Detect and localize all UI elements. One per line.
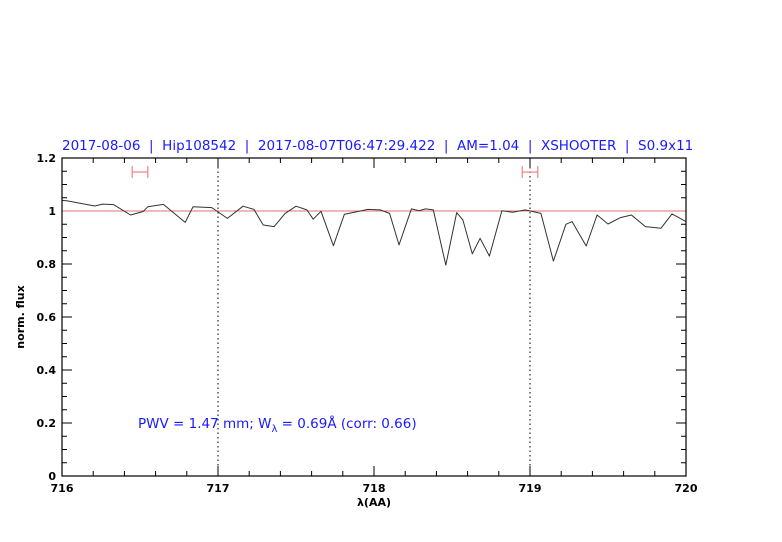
- y-tick-label: 0.6: [37, 311, 57, 324]
- y-tick-label: 0.8: [37, 258, 57, 271]
- y-tick-label: 0.2: [37, 417, 57, 430]
- range-marker: [131, 166, 149, 179]
- y-axis-label: norm. flux: [14, 285, 27, 348]
- chart-title: 2017-08-06 | Hip108542 | 2017-08-07T06:4…: [62, 138, 693, 154]
- y-tick-label: 1.2: [37, 152, 57, 165]
- x-tick-label: 718: [363, 482, 386, 495]
- x-tick-label: 720: [675, 482, 698, 495]
- annotation-subscript: λ: [271, 424, 277, 435]
- range-marker: [521, 166, 539, 179]
- x-tick-label: 717: [207, 482, 230, 495]
- annotation-main: PWV = 1.47 mm; W: [138, 416, 271, 432]
- y-tick-label: 0.4: [37, 364, 57, 377]
- x-tick-label: 716: [51, 482, 74, 495]
- y-tick-label: 1: [48, 205, 56, 218]
- spectrum-line: [61, 199, 687, 266]
- y-tick-label: 0: [48, 470, 56, 483]
- pwv-annotation: PWV = 1.47 mm; Wλ = 0.69Å (corr: 0.66): [138, 415, 417, 435]
- x-axis-label: λ(AA): [357, 496, 391, 509]
- plot-frame: [61, 157, 687, 477]
- annotation-rest: = 0.69Å (corr: 0.66): [277, 415, 416, 432]
- x-tick-label: 719: [519, 482, 542, 495]
